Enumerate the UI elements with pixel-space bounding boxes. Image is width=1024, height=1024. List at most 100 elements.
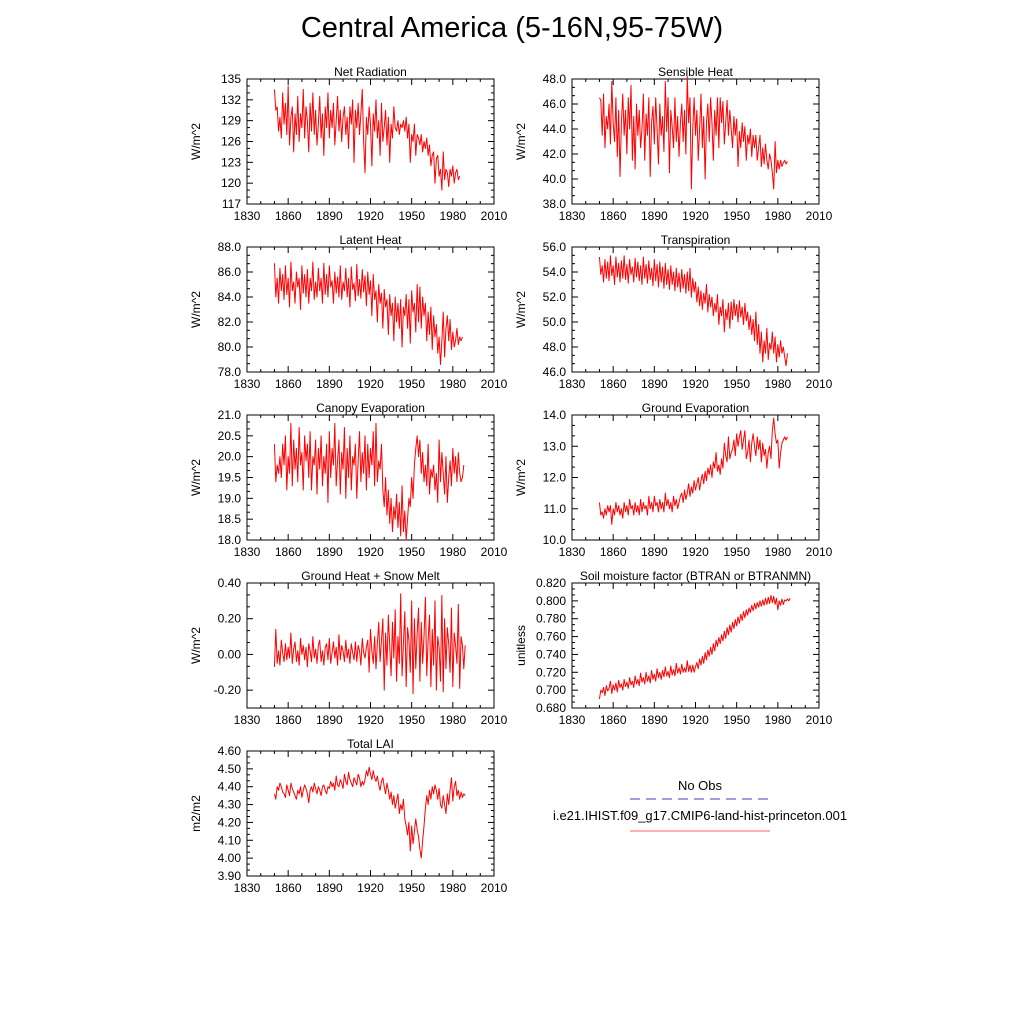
panel-1-title: Net Radiation [334, 65, 407, 79]
panel-3-ytick-label: 80.0 [218, 340, 242, 354]
panel-8-ytick-label: 0.700 [536, 683, 566, 697]
legend-label-model: i.e21.IHIST.f09_g17.CMIP6-land-hist-prin… [500, 808, 900, 823]
panel-9-xtick-label: 1980 [439, 881, 466, 895]
panel-8-ytick-label: 0.720 [536, 665, 566, 679]
panel-9-ytick-label: 4.40 [218, 780, 242, 794]
panel-7-xtick-label: 2010 [481, 713, 508, 727]
panel-9-ylabel: m2/m2 [189, 795, 203, 832]
panel-8-ytick-label: 0.740 [536, 647, 566, 661]
panel-3-xtick-label: 1860 [275, 377, 302, 391]
panel-9-xtick-label: 1830 [234, 881, 261, 895]
panel-9-xtick-label: 1860 [275, 881, 302, 895]
legend-swatch-obs [630, 795, 770, 803]
panel-3-xtick-label: 1950 [398, 377, 425, 391]
legend-swatch-model [630, 827, 770, 835]
panel-9-ytick-label: 4.10 [218, 833, 242, 847]
legend-label-obs: No Obs [500, 778, 900, 793]
panel-2-ytick-label: 40.0 [543, 172, 567, 186]
panel-4: Transpiration W/m^2 46.0 48.0 50.0 52.0 54.0 56… [514, 233, 833, 391]
panel-4-xtick-label: 1830 [559, 377, 586, 391]
panel-2-ytick-label: 48.0 [543, 72, 567, 86]
panel-9-title: Total LAI [347, 737, 394, 751]
panel-8-xtick-label: 1860 [600, 713, 627, 727]
panel-2-xtick-label: 1950 [723, 209, 750, 223]
panel-3-xtick-label: 1920 [357, 377, 384, 391]
panel-1-frame [247, 79, 494, 204]
panel-6-series-line [599, 418, 787, 524]
panel-8-ytick-label: 0.820 [536, 576, 566, 590]
panel-1-ytick-label: 120 [221, 176, 241, 190]
panel-7-xtick-label: 1980 [439, 713, 466, 727]
panel-7-ytick-label: 0.40 [218, 576, 242, 590]
panel-8-xtick-label: 1830 [559, 713, 586, 727]
panel-4-xtick-label: 2010 [806, 377, 833, 391]
panel-3-ytick-label: 82.0 [218, 315, 242, 329]
panel-4-xtick-label: 1860 [600, 377, 627, 391]
panel-9-ytick-label: 4.60 [218, 744, 242, 758]
panel-1-ytick-label: 135 [221, 72, 241, 86]
panel-6-xtick-label: 1860 [600, 545, 627, 559]
panel-3-ytick-label: 86.0 [218, 265, 242, 279]
panel-9-xtick-label: 1890 [316, 881, 343, 895]
panel-8-ytick-label: 0.800 [536, 594, 566, 608]
panel-8-ytick-label: 0.760 [536, 630, 566, 644]
panel-6-frame [572, 415, 819, 540]
panel-2-xtick-label: 1830 [559, 209, 586, 223]
panel-5-xtick-label: 1890 [316, 545, 343, 559]
panel-4-xtick-label: 1980 [764, 377, 791, 391]
panel-2-xtick-label: 1860 [600, 209, 627, 223]
panel-4-xtick-label: 1890 [641, 377, 668, 391]
panel-6-ylabel: W/m^2 [514, 459, 528, 496]
panel-1-xtick-label: 1830 [234, 209, 261, 223]
panel-5: Canopy Evaporation W/m^2 18.0 18.5 19.0 19.5 2… [189, 401, 508, 559]
panel-7-xtick-label: 1950 [398, 713, 425, 727]
panel-3-title: Latent Heat [339, 233, 402, 247]
panel-1-xtick-label: 1920 [357, 209, 384, 223]
panel-7-xtick-label: 1890 [316, 713, 343, 727]
panel-3: Latent Heat W/m^2 78.0 80.0 82.0 84.0 86.0 88.0… [189, 233, 508, 391]
panel-9-ytick-label: 4.20 [218, 815, 242, 829]
panel-9-xtick-label: 1950 [398, 881, 425, 895]
panel-3-xtick-label: 1830 [234, 377, 261, 391]
panel-3-xtick-label: 2010 [481, 377, 508, 391]
panel-4-xtick-label: 1920 [682, 377, 709, 391]
panel-4-ytick-label: 50.0 [543, 315, 567, 329]
panel-8-ylabel: unitless [514, 625, 528, 666]
panel-5-ytick-label: 21.0 [218, 408, 242, 422]
panel-3-ytick-label: 88.0 [218, 240, 242, 254]
panel-2-frame [572, 79, 819, 204]
panel-5-xtick-label: 1950 [398, 545, 425, 559]
panel-7-series-line [274, 594, 465, 694]
panel-3-ylabel: W/m^2 [189, 291, 203, 328]
panel-4-xtick-label: 1950 [723, 377, 750, 391]
panel-6-ytick-label: 12.0 [543, 471, 567, 485]
panel-3-xtick-label: 1980 [439, 377, 466, 391]
panel-6-xtick-label: 1830 [559, 545, 586, 559]
panel-7-ytick-label: 0.20 [218, 612, 242, 626]
panel-4-ytick-label: 48.0 [543, 340, 567, 354]
panel-4-title: Transpiration [661, 233, 731, 247]
panel-1-xtick-label: 1860 [275, 209, 302, 223]
panel-1-ytick-label: 123 [221, 155, 241, 169]
panel-6-ytick-label: 13.0 [543, 439, 567, 453]
panel-4-ytick-label: 56.0 [543, 240, 567, 254]
panel-6-xtick-label: 1890 [641, 545, 668, 559]
panel-2-xtick-label: 2010 [806, 209, 833, 223]
panel-5-xtick-label: 2010 [481, 545, 508, 559]
panel-6: Ground Evaporation W/m^2 10.0 11.0 12.0 13.0 1… [514, 401, 833, 559]
panel-1-ylabel: W/m^2 [189, 123, 203, 160]
panel-6-title: Ground Evaporation [642, 401, 749, 415]
panel-6-xtick-label: 2010 [806, 545, 833, 559]
panel-9-ytick-label: 4.30 [218, 798, 242, 812]
panel-5-ytick-label: 20.5 [218, 429, 242, 443]
panel-6-ytick-label: 11.0 [544, 502, 567, 516]
panel-8-title: Soil moisture factor (BTRAN or BTRANMN) [580, 569, 811, 583]
panel-5-xtick-label: 1980 [439, 545, 466, 559]
panel-5-ytick-label: 18.5 [218, 512, 242, 526]
panel-2-ylabel: W/m^2 [514, 123, 528, 160]
panel-9-xtick-label: 1920 [357, 881, 384, 895]
panel-5-title: Canopy Evaporation [316, 401, 425, 415]
panel-5-ytick-label: 19.0 [218, 491, 242, 505]
panel-5-ytick-label: 20.0 [218, 450, 242, 464]
panel-1-xtick-label: 1950 [398, 209, 425, 223]
